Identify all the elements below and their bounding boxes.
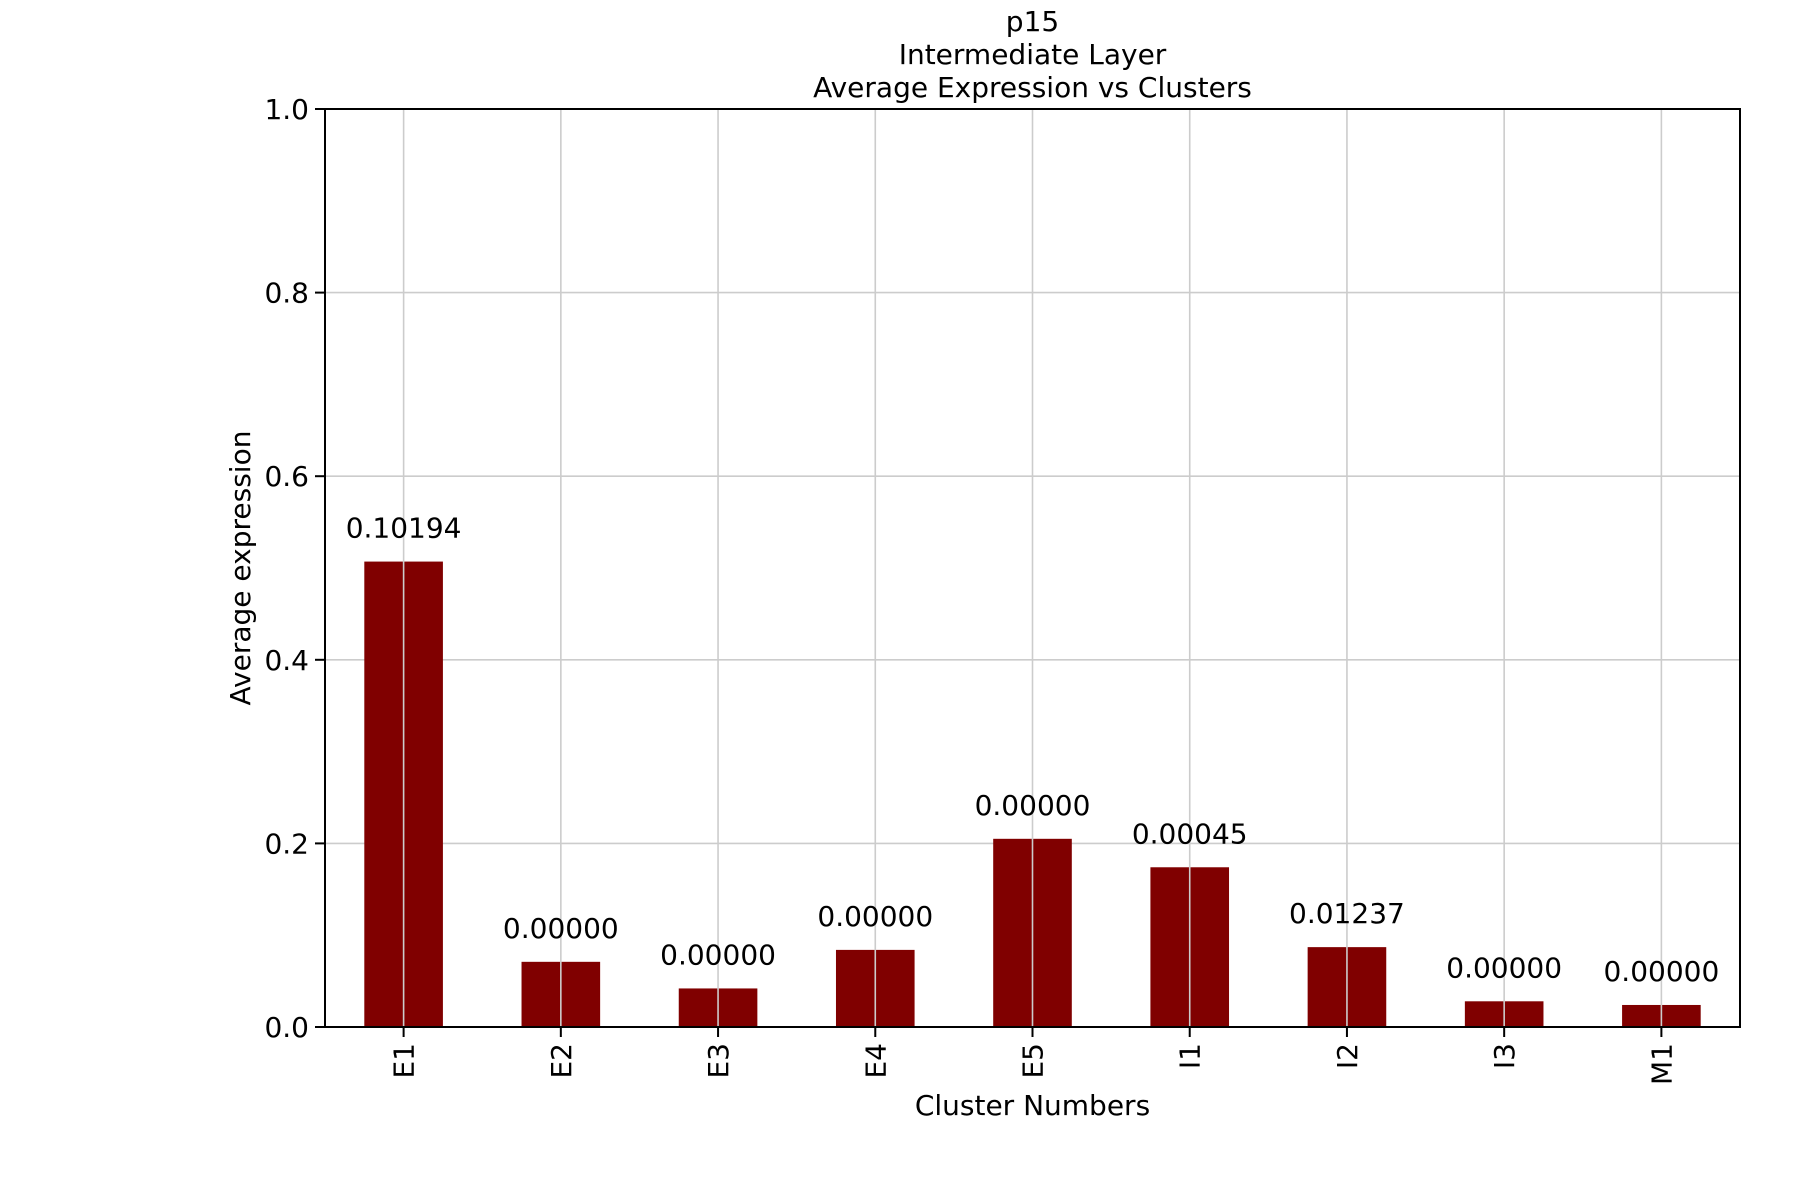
x-axis-label: Cluster Numbers bbox=[915, 1089, 1150, 1122]
y-tick-label: 0.6 bbox=[264, 460, 309, 493]
x-tick-label-e1: E1 bbox=[388, 1043, 421, 1079]
data-label-e5: 0.00000 bbox=[975, 789, 1091, 822]
data-label-i1: 0.00045 bbox=[1132, 817, 1248, 850]
y-tick-label: 0.4 bbox=[264, 644, 309, 677]
x-tick-label-e4: E4 bbox=[859, 1043, 892, 1079]
chart-title-line-2: Intermediate Layer bbox=[899, 38, 1167, 71]
data-label-e4: 0.00000 bbox=[817, 900, 933, 933]
x-tick-label-m1: M1 bbox=[1645, 1043, 1678, 1085]
data-label-e3: 0.00000 bbox=[660, 938, 776, 971]
x-tick-label-i1: I1 bbox=[1174, 1043, 1207, 1069]
data-label-i3: 0.00000 bbox=[1446, 951, 1562, 984]
data-label-m1: 0.00000 bbox=[1603, 955, 1719, 988]
x-tick-label-i3: I3 bbox=[1488, 1043, 1521, 1069]
y-tick-label: 0.0 bbox=[264, 1011, 309, 1044]
x-tick-label-e3: E3 bbox=[702, 1043, 735, 1079]
y-axis-label: Average expression bbox=[224, 431, 257, 706]
x-tick-label-i2: I2 bbox=[1331, 1043, 1364, 1069]
x-axis: E1 E2 E3 E4 E5 I1 I2 I3 M1 bbox=[388, 1027, 1678, 1085]
data-label-e1: 0.10194 bbox=[346, 512, 462, 545]
chart-title-line-3: Average Expression vs Clusters bbox=[813, 71, 1252, 104]
x-tick-label-e2: E2 bbox=[545, 1043, 578, 1079]
y-axis: 0.0 0.2 0.4 0.6 0.8 1.0 bbox=[264, 93, 325, 1044]
y-tick-label: 0.2 bbox=[264, 827, 309, 860]
data-label-i2: 0.01237 bbox=[1289, 897, 1405, 930]
vertical-grid bbox=[402, 109, 1663, 1027]
x-tick-label-e5: E5 bbox=[1017, 1043, 1050, 1079]
chart-title-line-1: p15 bbox=[1006, 5, 1059, 38]
y-tick-label: 1.0 bbox=[264, 93, 309, 126]
data-labels: 0.10194 0.00000 0.00000 0.00000 0.00000 0.000… bbox=[346, 512, 1720, 988]
y-tick-label: 0.8 bbox=[264, 277, 309, 310]
data-label-e2: 0.00000 bbox=[503, 912, 619, 945]
